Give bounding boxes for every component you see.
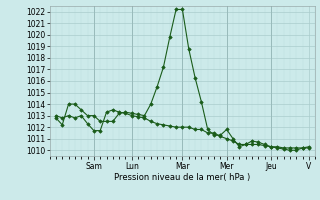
X-axis label: Pression niveau de la mer( hPa ): Pression niveau de la mer( hPa ) [114,173,251,182]
